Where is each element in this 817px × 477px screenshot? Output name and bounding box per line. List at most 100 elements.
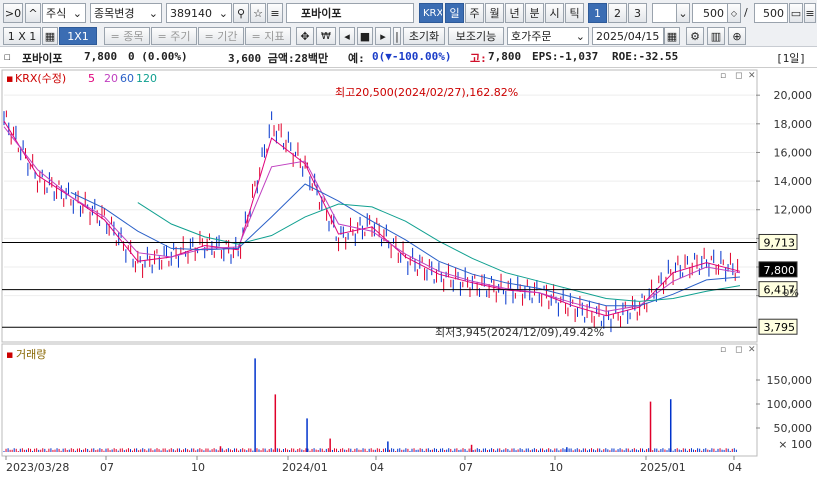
add-chart-icon[interactable]: ⊕ — [728, 27, 746, 45]
stock-code-value: 389140 — [170, 6, 212, 20]
prev-icon[interactable]: ◂ — [339, 27, 355, 45]
stock-chart[interactable]: 20,000 18,000 16,000 14,000 12,000 150,000 10… — [0, 68, 817, 477]
filter-button[interactable]: = 주기 — [151, 27, 197, 45]
gear-icon[interactable]: ⚙ — [686, 27, 704, 45]
level-label: 6,417 — [764, 284, 796, 297]
ma-line-60 — [70, 183, 741, 307]
filter-button[interactable]: = 종목 — [104, 27, 150, 45]
aux-function-button[interactable]: 보조기능 — [448, 27, 504, 45]
caret-up-icon[interactable]: ^ — [25, 3, 41, 23]
info-high-label: 고: — [470, 52, 487, 65]
period-tab[interactable]: 분 — [525, 3, 544, 23]
chart-toolbar: 1 X 1 ▦ 1X1 = 종목 = 주기 = 기간 = 지표 ✥ ₩ ◂ ■ ▸ | 초… — [0, 26, 817, 47]
volume-tick-label: 50,000 — [774, 422, 813, 435]
level-lines: 9,713 7,800 6,417 3,795 — [2, 233, 798, 335]
period-tab[interactable]: 일 — [445, 3, 464, 23]
slash-separator: / — [744, 6, 748, 19]
exchange-badge[interactable]: KRX — [419, 3, 443, 23]
menu-icon[interactable]: ≡ — [267, 3, 283, 23]
level-label: 9,713 — [764, 236, 796, 249]
stock-type-select[interactable]: 주식 ⌄ — [42, 3, 86, 23]
interval-button[interactable]: 1 — [588, 3, 607, 23]
count-input[interactable]: 500 — [692, 3, 728, 23]
window-icon[interactable]: ▭ — [789, 3, 803, 23]
info-eps: EPS:-1,037 — [532, 50, 599, 63]
checkbox[interactable]: ☐ — [4, 50, 11, 63]
period-tab[interactable]: 시 — [545, 3, 564, 23]
move-icon[interactable]: ✥ — [296, 27, 314, 45]
level-box — [758, 261, 798, 278]
calendar-icon[interactable]: ▦ — [664, 27, 680, 45]
date-tick-label: 10 — [191, 461, 205, 474]
star-icon[interactable]: ☆ — [250, 3, 266, 23]
period-tab[interactable]: 년 — [505, 3, 524, 23]
next-icon[interactable]: ▸ — [375, 27, 391, 45]
chevron-down-icon: ⌄ — [148, 6, 158, 20]
chevron-down-icon: ⌄ — [218, 6, 228, 20]
clip-label: 0% — [783, 288, 799, 299]
interval-button[interactable]: 2 — [608, 3, 627, 23]
panel-close-icon: ✕ — [748, 345, 756, 355]
reset-button[interactable]: 초기화 — [403, 27, 445, 45]
price-tick-label: 18,000 — [774, 118, 813, 131]
layout-button[interactable]: ▦ — [42, 27, 58, 45]
date-input[interactable]: 2025/04/15 — [592, 27, 664, 45]
filter-button[interactable]: = 기간 — [198, 27, 244, 45]
date-tick-label: 07 — [459, 461, 473, 474]
date-axis-labels: 2023/03/28 07 10 2024/01 04 07 10 2025/01 04 — [5, 456, 742, 474]
market-toggle-button[interactable]: >0 — [3, 3, 23, 23]
total-count-input[interactable]: 500 — [754, 3, 788, 23]
layout-button[interactable]: 1X1 — [59, 27, 97, 45]
search-icon[interactable]: ⚲ — [233, 3, 249, 23]
interval-button[interactable]: 3 — [628, 3, 647, 23]
date-tick-label: 10 — [549, 461, 563, 474]
period-tab[interactable]: 월 — [485, 3, 504, 23]
price-axis-labels: 20,000 18,000 16,000 14,000 12,000 — [756, 89, 813, 297]
panel-close-icon: ✕ — [748, 71, 756, 81]
filter-buttons: = 종목 = 주기 = 기간 = 지표 — [104, 27, 292, 45]
price-tick-label: 16,000 — [774, 146, 813, 159]
panel-collapse-icon: ▫ — [720, 345, 726, 355]
chart-background — [0, 68, 817, 477]
stock-code-input[interactable]: 389140 ⌄ — [166, 3, 232, 23]
main-toolbar: >0 ^ 주식 ⌄ 종목변경 ⌄ 389140 ⌄ ⚲ ☆ ≡ 포바이포 KRX… — [0, 0, 817, 27]
info-price: 7,800 — [84, 50, 118, 63]
indicator-icon[interactable]: ▥ — [707, 27, 725, 45]
period-tab[interactable]: 주 — [465, 3, 484, 23]
level-label: 3,795 — [764, 321, 796, 334]
count-value: 500 — [703, 6, 724, 20]
price-tick-label: 12,000 — [774, 204, 813, 217]
ma-line-5 — [3, 120, 741, 317]
price-series-group — [3, 110, 741, 333]
layout-button[interactable]: 1 X 1 — [3, 27, 41, 45]
legend-ma-item: 20 — [104, 72, 118, 85]
date-tick-label: 2025/01 — [640, 461, 686, 474]
settings-icon[interactable]: ≡ — [804, 3, 816, 23]
view-buttons: 1 X 1 ▦ 1X1 — [3, 27, 98, 45]
date-tick-label: 2023/03/28 — [6, 461, 69, 474]
date-tick-label: 04 — [370, 461, 384, 474]
chevron-down-icon[interactable]: ⌄ — [676, 3, 690, 23]
volume-unit: × 100 — [778, 438, 812, 451]
info-stock-name: 포바이포 — [22, 52, 63, 65]
stock-name-field: 포바이포 — [286, 3, 414, 23]
search-combo[interactable]: 종목변경 ⌄ — [90, 3, 162, 23]
legend-ma-item: 60 — [120, 72, 134, 85]
legend-ma-item: 120 — [136, 72, 157, 85]
bar-icon[interactable]: | — [393, 27, 401, 45]
filter-button[interactable]: = 지표 — [245, 27, 291, 45]
info-change: 0 (0.00%) — [128, 50, 188, 63]
stop-icon[interactable]: ■ — [357, 27, 373, 45]
period-tab[interactable]: 틱 — [565, 3, 584, 23]
price-tick-label: 20,000 — [774, 89, 813, 102]
order-select[interactable]: 호가주문 ⌄ — [507, 27, 589, 45]
date-tick-label: 2024/01 — [282, 461, 328, 474]
won-icon[interactable]: ₩ — [316, 27, 336, 45]
count-spinner[interactable]: ◇ — [727, 3, 741, 23]
info-volume-amount: 3,600 금액:28백만 — [228, 52, 329, 65]
order-label: 호가주문 — [511, 30, 552, 43]
price-info-bar: ☐ 포바이포 7,800 0 (0.00%) 3,600 금액:28백만 예: … — [0, 47, 817, 68]
ma-line-20 — [3, 126, 741, 312]
period-tag: [1일] — [776, 52, 806, 65]
